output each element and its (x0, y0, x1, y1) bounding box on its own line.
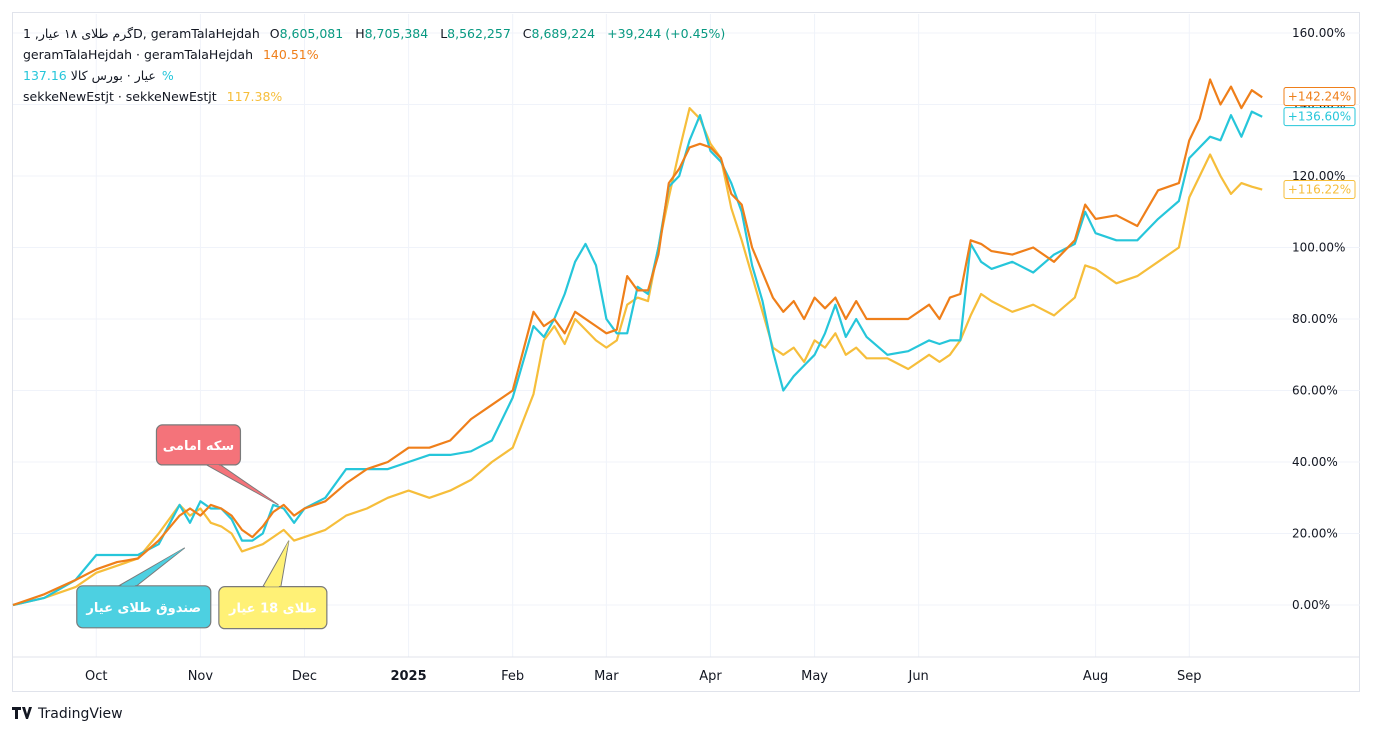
ohlc-close-label: C (522, 26, 532, 41)
callout-tail-fill (208, 464, 279, 505)
callout-annotation: سکه امامی (155, 424, 279, 506)
ohlc-low-value: 8,562,257 (447, 26, 511, 41)
footer[interactable]: TradingView (12, 705, 123, 723)
y-tick-label: 40.00% (1292, 455, 1338, 469)
last-value-label-text: +136.60% (1288, 110, 1351, 124)
x-tick-label: 2025 (390, 669, 426, 684)
legend-main-row: گرم طلای ۱۸ عیار, 1D, geramTalaHejdah O8… (23, 23, 733, 44)
callout-annotation: صندوق طلای عیار (76, 547, 212, 629)
ohlc-high-label: H (355, 26, 365, 41)
last-value-label: +142.24% (1283, 86, 1356, 106)
ohlc-low-label: L (440, 26, 448, 41)
last-value-label-box (1283, 107, 1356, 127)
last-value-label: +136.60% (1283, 107, 1356, 127)
x-tick-label: Dec (292, 669, 317, 684)
y-tick-label: 160.00% (1292, 26, 1345, 40)
legend-series-name: geramTalaHejdah · geramTalaHejdah (23, 47, 253, 62)
chart-frame (12, 12, 1360, 692)
callout-tail-fill (120, 547, 185, 586)
callout-text: طلای 18 عیار (228, 602, 317, 617)
legend-series-name: sekkeNewEstjt · sekkeNewEstjt (23, 89, 217, 104)
callout-box (155, 424, 242, 466)
x-tick-label: Mar (594, 669, 619, 684)
legend: گرم طلای ۱۸ عیار, 1D, geramTalaHejdah O8… (23, 23, 733, 107)
y-tick-label: 60.00% (1292, 384, 1338, 398)
callout-annotation: طلای 18 عیار (218, 540, 328, 630)
x-tick-label: Feb (501, 669, 524, 684)
y-tick-label: 80.00% (1292, 312, 1338, 326)
x-tick-label: Sep (1177, 669, 1202, 684)
x-tick-label: Oct (85, 669, 107, 684)
callout-tail (116, 547, 186, 587)
x-tick-label: May (801, 669, 828, 684)
callout-text: سکه امامی (163, 439, 234, 454)
legend-series-value: 117.38% (226, 89, 283, 104)
y-tick-label: 100.00% (1292, 241, 1345, 255)
y-tick-label: 120.00% (1292, 169, 1345, 183)
legend-series-name: عیار · بورس کالا (70, 68, 156, 83)
legend-series-row[interactable]: sekkeNewEstjt · sekkeNewEstjt 117.38% (23, 86, 733, 107)
series-line (12, 78, 1263, 607)
y-tick-label: 0.00% (1292, 598, 1330, 612)
y-tick-label: 20.00% (1292, 527, 1338, 541)
x-tick-label: Nov (188, 669, 214, 684)
grid-lines (13, 14, 1360, 657)
ohlc-close-value: 8,689,224 (531, 26, 596, 41)
tv-logo-icon (12, 705, 34, 723)
ohlc-open-label: O (269, 26, 280, 41)
legend-series-row[interactable]: عیار · بورس کالا 137.16% (23, 65, 733, 86)
callout-tail (204, 464, 279, 506)
last-value-label-text: +116.22% (1288, 183, 1351, 197)
ohlc-open-value: 8,605,081 (279, 26, 344, 41)
last-value-label: +116.22% (1283, 180, 1356, 200)
series-line (12, 107, 1263, 607)
brand-name: TradingView (38, 706, 123, 722)
callout-box (76, 585, 212, 629)
last-value-label-box (1283, 86, 1356, 106)
legend-series-value: 137.16% (23, 68, 174, 83)
last-value-label-text: +142.24% (1288, 89, 1351, 103)
callout-tail-fill (264, 540, 289, 587)
ohlc-high-value: 8,705,384 (364, 26, 429, 41)
last-value-label-box (1283, 180, 1356, 200)
legend-main-symbol[interactable]: گرم طلای ۱۸ عیار, 1D, geramTalaHejdah (23, 26, 260, 41)
ohlc-change: +39,244 (+0.45%) (607, 26, 726, 41)
callout-text: صندوق طلای عیار (85, 601, 201, 616)
x-tick-label: Jun (907, 669, 928, 684)
legend-series-row[interactable]: geramTalaHejdah · geramTalaHejdah 140.51… (23, 44, 733, 65)
x-tick-label: Aug (1083, 669, 1108, 684)
legend-series-value: 140.51% (262, 47, 319, 62)
x-tick-label: Apr (699, 669, 722, 684)
